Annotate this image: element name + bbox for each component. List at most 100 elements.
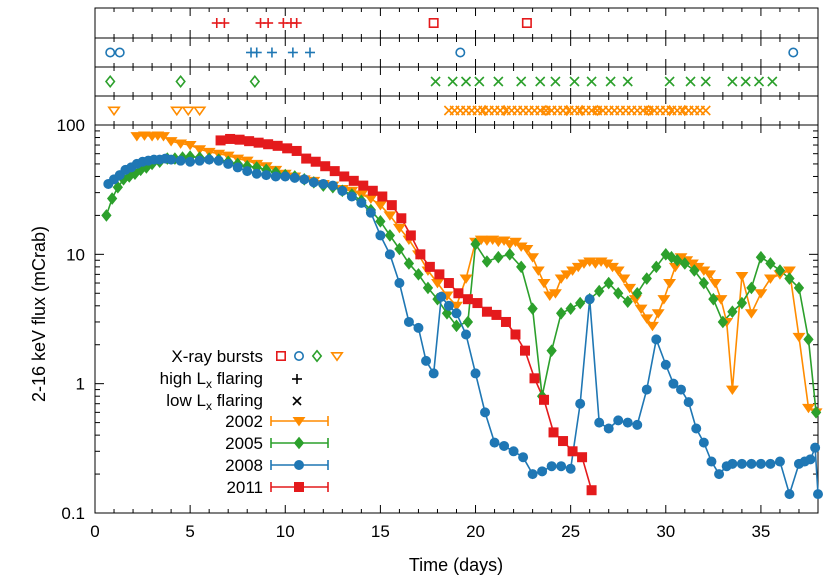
circle-marker [270, 171, 281, 182]
circle-marker [765, 458, 776, 469]
triangle-marker [548, 289, 562, 299]
circle-marker [537, 466, 548, 477]
square-marker [225, 133, 236, 144]
square-marker [539, 394, 550, 405]
triangle-marker [735, 271, 749, 282]
circle-marker [175, 155, 186, 166]
triangle-marker [611, 266, 625, 276]
circle-marker [813, 489, 823, 500]
diamond-marker [680, 104, 690, 117]
cross-marker [727, 76, 738, 87]
diamond-marker [499, 104, 509, 117]
diamond-marker [672, 253, 683, 267]
circle-marker [403, 316, 414, 327]
square-marker [253, 137, 264, 148]
diamond-marker [793, 281, 805, 295]
square-marker [272, 140, 283, 151]
triangle-marker [554, 274, 568, 284]
circle-marker [223, 158, 234, 169]
circle-marker [706, 456, 717, 467]
circle-marker [575, 398, 586, 409]
diamond-marker [577, 104, 587, 117]
triangle-marker [708, 279, 722, 289]
circle-marker [114, 47, 125, 58]
circle-marker [518, 452, 529, 463]
triangle-marker [537, 279, 551, 289]
legend-label: high Lx flaring [160, 369, 263, 391]
series-lines [105, 134, 819, 497]
circle-marker [337, 185, 348, 196]
axis-ticks [95, 8, 818, 514]
circle-marker [632, 419, 643, 430]
square-marker [320, 161, 331, 172]
square-marker [500, 316, 511, 327]
triangle-marker [392, 223, 406, 234]
diamond-marker [516, 260, 527, 274]
triangle-marker [520, 244, 534, 255]
triangle-marker [373, 201, 387, 211]
circle-marker [788, 47, 799, 58]
triangle-marker [170, 106, 184, 117]
cross-marker [753, 76, 765, 87]
circle-marker [603, 423, 614, 434]
circle-marker [683, 397, 694, 408]
triangle-marker [657, 295, 671, 305]
circle-marker [436, 291, 447, 302]
square-marker [434, 269, 445, 280]
square-marker [386, 200, 397, 211]
square-marker [329, 166, 340, 177]
cross-marker [447, 76, 458, 87]
circle-marker [204, 154, 215, 165]
strip-panel [94, 7, 819, 39]
cross-marker [767, 76, 778, 87]
triangle-marker [459, 274, 473, 284]
series-markers [101, 131, 823, 500]
square-marker [491, 309, 502, 320]
x-tick-label: 10 [276, 522, 295, 541]
diamond-marker [106, 192, 118, 205]
triangle-marker [617, 274, 631, 284]
cross-marker [700, 76, 711, 87]
circle-marker [746, 458, 757, 469]
cross-marker [586, 76, 597, 87]
square-marker [577, 452, 588, 463]
circle-marker [166, 154, 177, 165]
diamond-marker [403, 257, 415, 270]
circle-marker [774, 456, 785, 467]
square-marker [529, 373, 540, 384]
diamond-marker [413, 268, 424, 281]
x-tick-label: 0 [90, 522, 99, 541]
square-marker [396, 213, 407, 224]
diamond-marker [810, 406, 822, 419]
triangle-marker [174, 139, 188, 149]
triangle-marker [725, 385, 739, 395]
cross-marker [460, 76, 472, 87]
square-marker [294, 482, 304, 492]
diamond-marker [660, 248, 671, 261]
triangle-marker [164, 137, 178, 147]
square-marker [567, 446, 578, 457]
square-marker [415, 249, 426, 260]
square-marker [282, 143, 293, 154]
circle-marker [714, 469, 725, 480]
diamond-marker [481, 255, 493, 268]
triangle-marker [634, 304, 648, 315]
circle-marker [365, 207, 376, 218]
diamond-marker [565, 302, 576, 315]
triangle-marker [107, 106, 121, 117]
circle-marker [346, 191, 357, 202]
circle-marker [194, 155, 205, 166]
circle-marker [251, 168, 262, 179]
triangle-marker [783, 266, 796, 276]
circle-marker [261, 170, 272, 181]
square-marker [310, 156, 321, 167]
triangle-marker [566, 266, 580, 276]
square-marker [301, 153, 312, 164]
diamond-marker [746, 281, 757, 295]
legend-series-label: 2011 [226, 478, 263, 497]
diamond-marker [622, 295, 633, 309]
square-marker [275, 350, 286, 361]
circle-marker [375, 230, 386, 241]
x-tick-label: 25 [561, 522, 580, 541]
